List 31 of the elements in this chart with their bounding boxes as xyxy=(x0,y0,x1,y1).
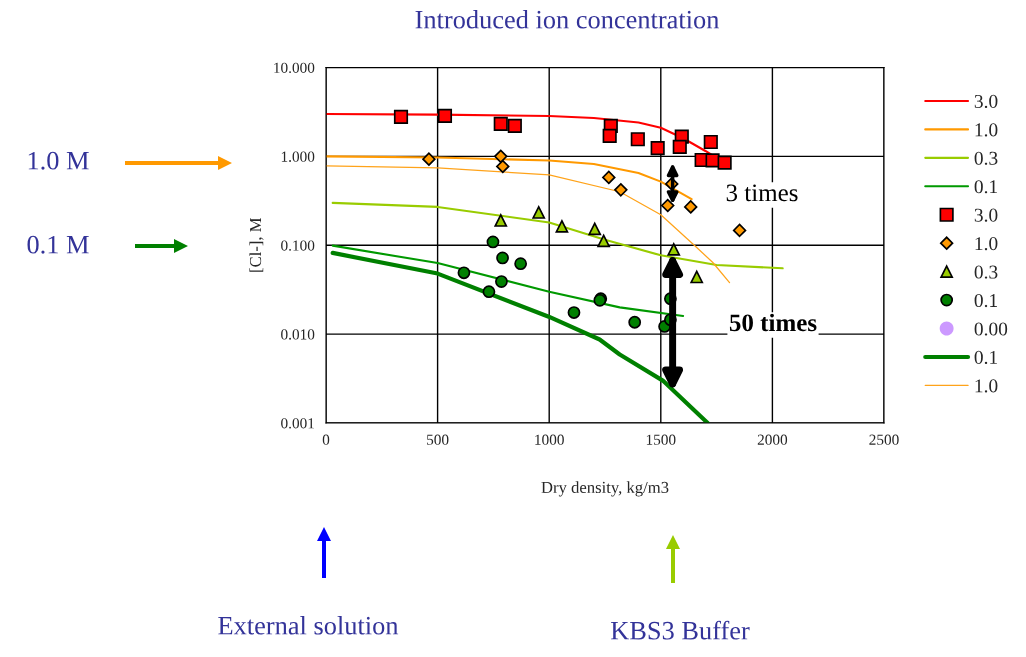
annotation: 50 times xyxy=(729,313,817,332)
y-tick-label: 0.010 xyxy=(281,329,315,340)
legend-label: 0.1 xyxy=(974,293,998,308)
legend-label: 1.0 xyxy=(975,379,998,393)
legend-label: 3.0 xyxy=(974,94,998,109)
legend-label: 0.3 xyxy=(974,265,998,279)
x-tick-label: 1500 xyxy=(646,434,676,445)
x-tick-label: 2500 xyxy=(869,434,899,445)
text: 1.0 M xyxy=(28,151,89,170)
legend-label: 0.3 xyxy=(974,151,998,165)
legend-label: 0.1 xyxy=(974,180,998,194)
legend-label: 1.0 xyxy=(975,237,998,251)
y-tick-label: 10.000 xyxy=(274,62,315,74)
chart-title: Introduced ion concentration xyxy=(415,10,720,29)
text: External solution xyxy=(218,616,399,635)
legend-label: 1.0 xyxy=(975,123,998,137)
y-tick-label: 1.000 xyxy=(281,151,315,162)
annotation: 3 times xyxy=(726,184,798,202)
x-tick-label: 500 xyxy=(427,434,449,445)
legend-label: 0.1 xyxy=(974,350,998,365)
y-axis-title: [Cl-], M xyxy=(249,217,264,272)
text: KBS3 Buffer xyxy=(610,620,750,640)
text: 0.1 M xyxy=(27,235,89,254)
x-tick-label: 2000 xyxy=(757,434,788,445)
legend-label: 0.00 xyxy=(974,322,1008,336)
x-axis-title: Dry density, kg/m3 xyxy=(541,481,669,497)
legend-label: 3.0 xyxy=(974,208,998,222)
x-tick-label: 1000 xyxy=(535,434,564,445)
y-tick-label: 0.001 xyxy=(281,418,314,429)
x-tick-label: 0 xyxy=(322,434,330,445)
y-tick-label: 0.100 xyxy=(281,240,315,251)
